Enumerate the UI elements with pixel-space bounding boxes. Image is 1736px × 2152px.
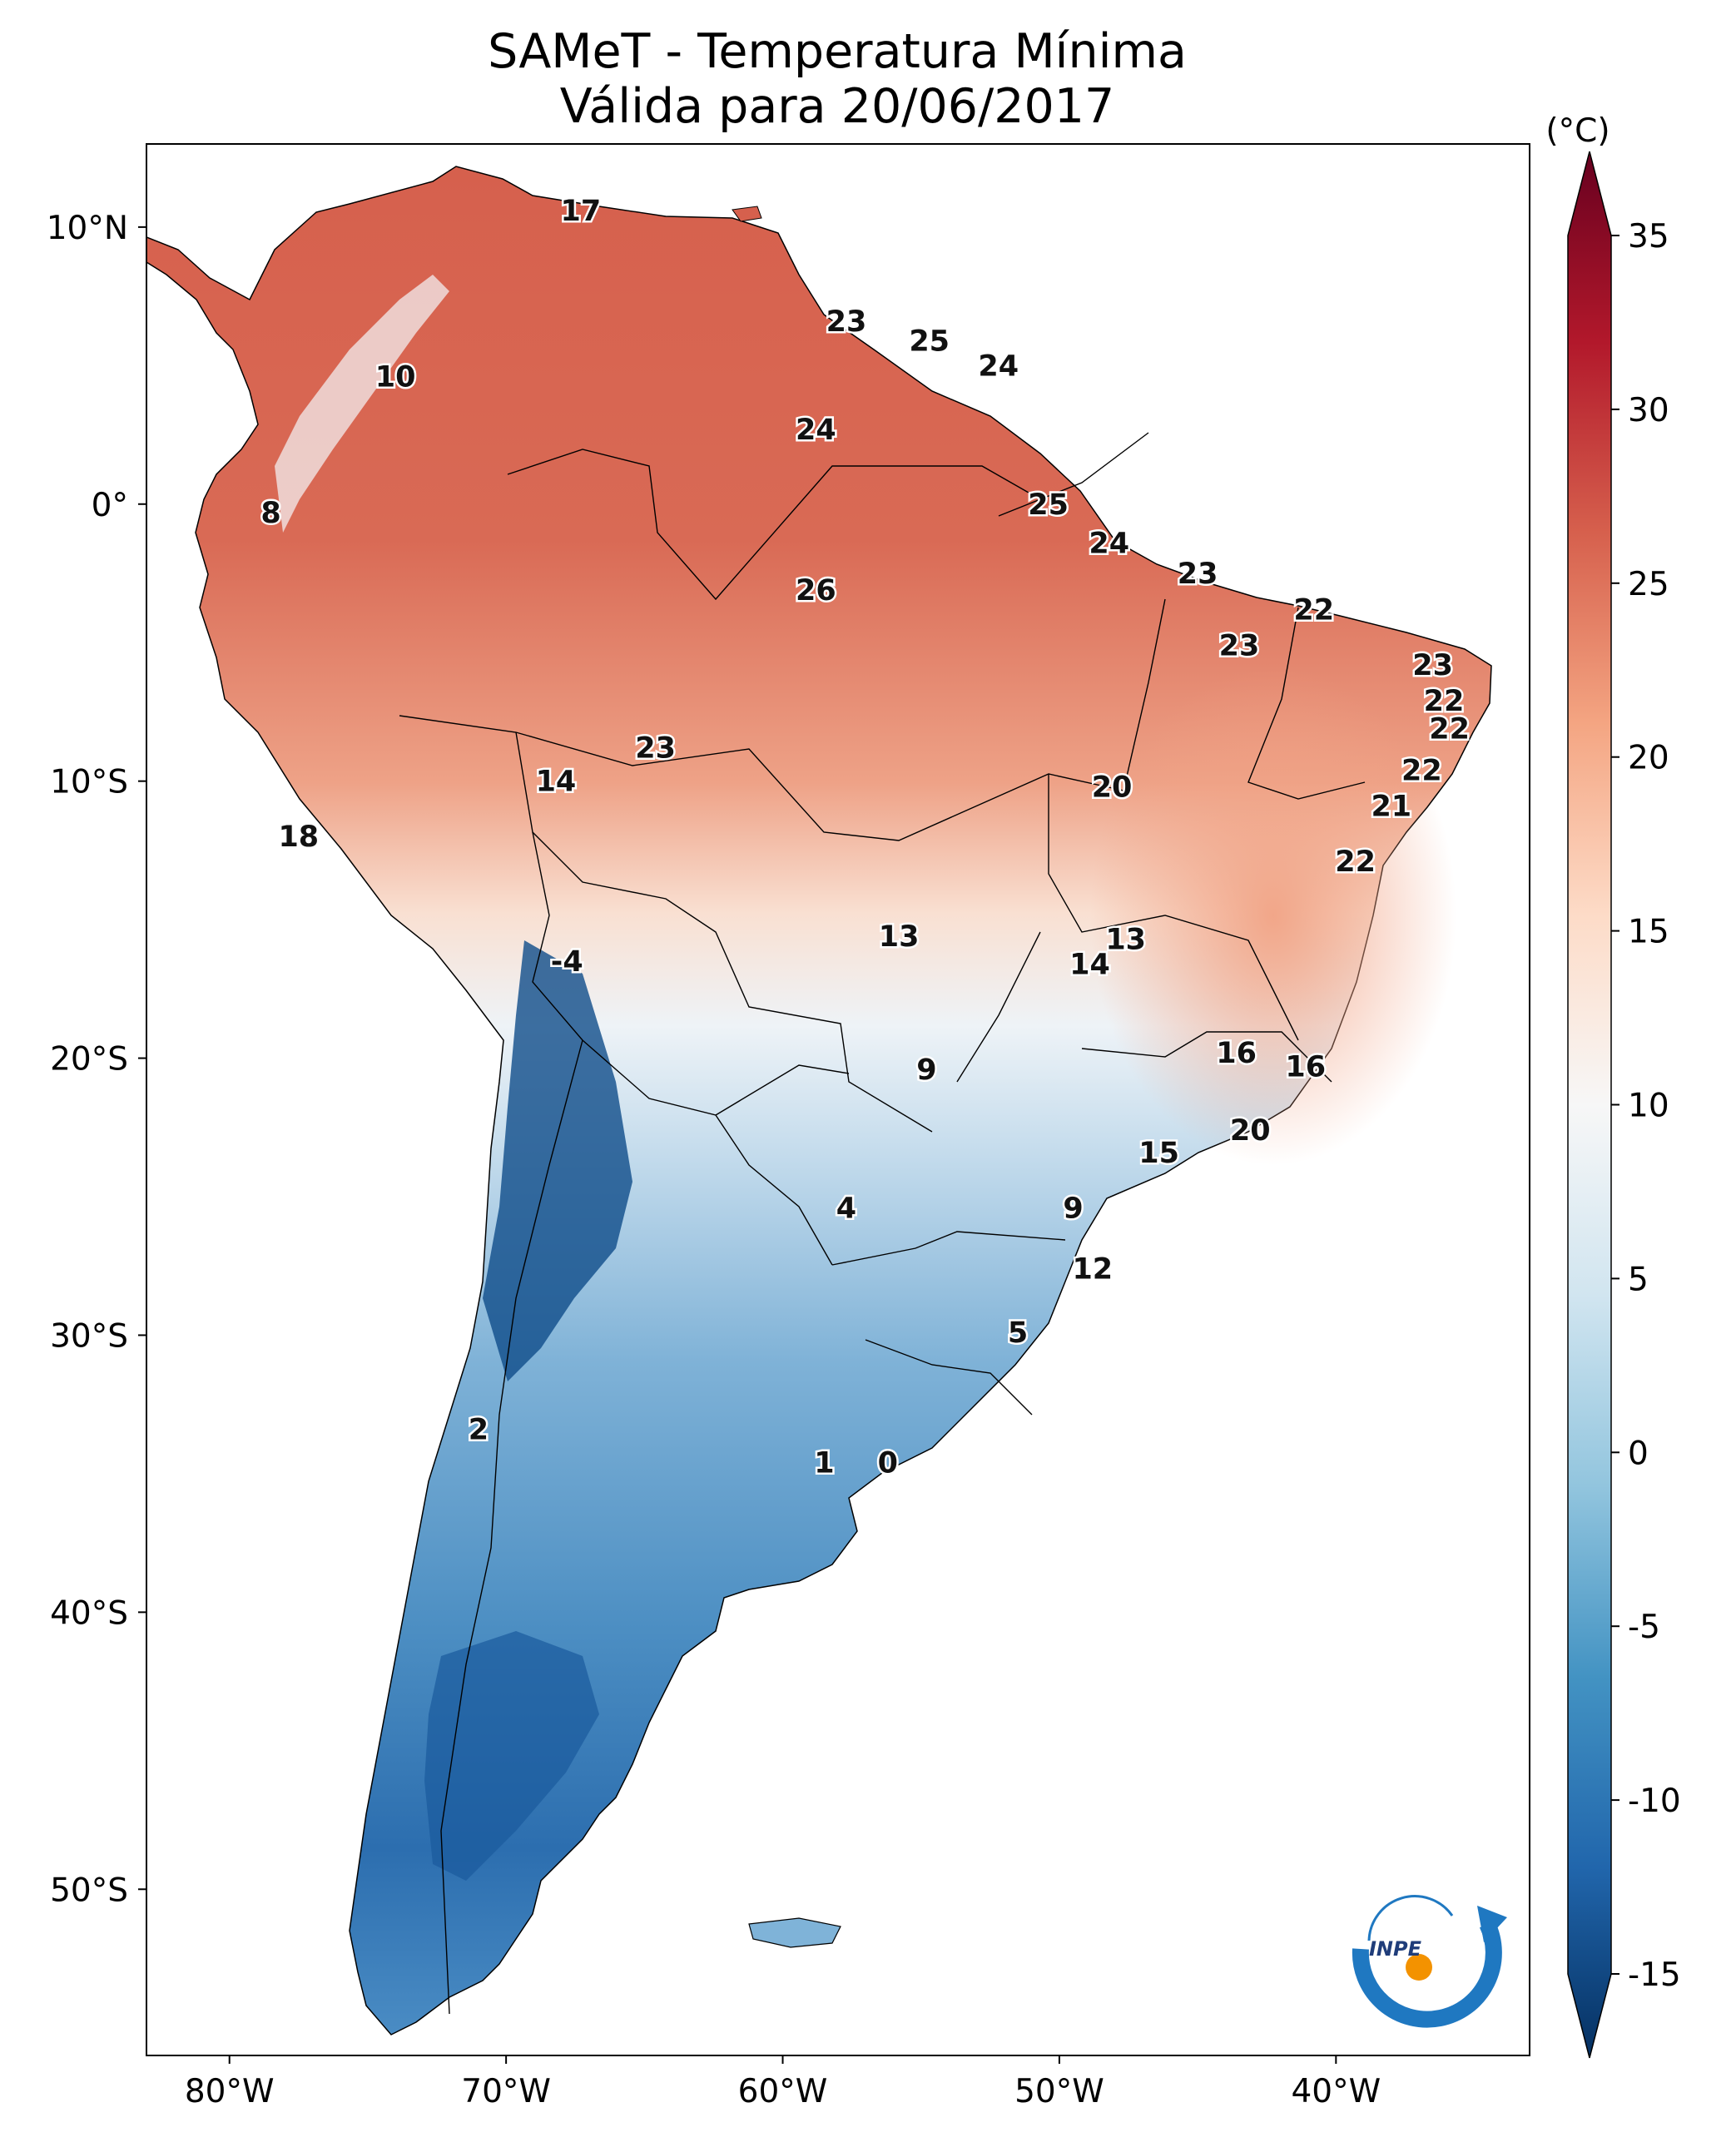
temperature-label: 8 bbox=[260, 497, 280, 530]
lon-label: 60°W bbox=[738, 2073, 828, 2110]
temperature-label: 23 bbox=[1412, 649, 1453, 682]
temperature-label: 22 bbox=[1401, 754, 1442, 787]
caribbean-islands bbox=[732, 206, 762, 222]
temperature-label: 5 bbox=[1008, 1316, 1028, 1350]
longitude-axis: 80°W 70°W 60°W 50°W 40°W bbox=[185, 2055, 1381, 2110]
colorbar-unit: (°C) bbox=[1545, 112, 1610, 150]
map-title-line-1: SAMeT - Temperatura Mínima bbox=[488, 24, 1187, 79]
colorbar-tick-label: -5 bbox=[1628, 1609, 1660, 1646]
inpe-logo: INPE bbox=[1352, 1895, 1507, 2028]
lon-label: 50°W bbox=[1014, 2073, 1104, 2110]
temperature-label: 9 bbox=[1063, 1192, 1083, 1225]
andes-north-cold bbox=[275, 275, 449, 533]
temperature-label: -4 bbox=[551, 945, 583, 979]
temperature-label: 14 bbox=[536, 766, 577, 799]
falkland-islands bbox=[748, 1917, 841, 1948]
colorbar-tick-label: -15 bbox=[1628, 1956, 1681, 1994]
temperature-label: 16 bbox=[1285, 1051, 1326, 1084]
temperature-label: 23 bbox=[635, 732, 676, 766]
map-title-line-2: Válida para 20/06/2017 bbox=[559, 79, 1115, 134]
colorbar-tick-label: 35 bbox=[1628, 218, 1669, 255]
colorbar-tick-label: 30 bbox=[1628, 392, 1669, 429]
lat-label: 20°S bbox=[50, 1041, 128, 1078]
temperature-label: 22 bbox=[1293, 593, 1334, 627]
map-area bbox=[146, 166, 1492, 2035]
temperature-label: 25 bbox=[909, 325, 950, 358]
temperature-label: 15 bbox=[1138, 1137, 1179, 1170]
logo-arc-icon bbox=[1352, 1920, 1502, 2028]
colorbar-tick-label: 0 bbox=[1628, 1435, 1649, 1472]
country-borders bbox=[399, 432, 1366, 2015]
temperature-label: 21 bbox=[1371, 791, 1411, 824]
temperature-label: 10 bbox=[375, 361, 416, 394]
lat-label: 10°N bbox=[47, 210, 128, 247]
colorbar-ticks: 35 30 25 20 15 10 5 0 -5 -10 -15 bbox=[1611, 218, 1681, 1994]
temperature-label: 24 bbox=[978, 350, 1019, 383]
logo-arrow-icon bbox=[1477, 1906, 1507, 1942]
lat-label: 40°S bbox=[50, 1594, 128, 1632]
temperature-label: 24 bbox=[1089, 527, 1129, 560]
temperature-label: 13 bbox=[879, 920, 920, 954]
colorbar: (°C) 35 30 25 20 15 10 5 0 -5 -10 -15 bbox=[1545, 112, 1681, 2059]
colorbar-tick-label: 25 bbox=[1628, 566, 1669, 603]
temperature-label: 20 bbox=[1092, 771, 1133, 804]
temperature-label: 4 bbox=[836, 1192, 856, 1225]
temperature-label: 22 bbox=[1335, 845, 1376, 879]
lon-label: 40°W bbox=[1291, 2073, 1381, 2110]
warm-anomaly-east bbox=[1090, 666, 1456, 1165]
lon-label: 70°W bbox=[461, 2073, 551, 2110]
lat-label: 10°S bbox=[50, 764, 128, 801]
temperature-label: 24 bbox=[796, 414, 836, 447]
temperature-label: 13 bbox=[1105, 923, 1146, 956]
latitude-axis: 10°N 0° 10°S 20°S 30°S 40°S 50°S bbox=[47, 210, 146, 1909]
logo-dot-icon bbox=[1406, 1954, 1432, 1981]
temperature-label: 23 bbox=[1219, 630, 1260, 663]
temperature-label: 22 bbox=[1424, 685, 1465, 718]
temperature-label: 20 bbox=[1230, 1114, 1271, 1148]
colorbar-tick-label: 10 bbox=[1628, 1088, 1669, 1125]
patagonia-cold bbox=[424, 1631, 599, 1881]
colorbar-tick-label: 20 bbox=[1628, 740, 1669, 777]
lat-label: 50°S bbox=[50, 1872, 128, 1909]
temperature-label: 18 bbox=[278, 821, 319, 854]
south-america-landmass bbox=[146, 166, 1492, 2035]
temperature-label: 2 bbox=[469, 1414, 489, 1447]
map-frame bbox=[146, 143, 1530, 2056]
logo-inner-arc-icon bbox=[1367, 1895, 1454, 1941]
lon-label: 80°W bbox=[185, 2073, 275, 2110]
temperature-label: 26 bbox=[796, 574, 836, 607]
temperature-label: 17 bbox=[561, 195, 602, 228]
temperature-label: 16 bbox=[1216, 1037, 1257, 1070]
lat-label: 30°S bbox=[50, 1317, 128, 1355]
colorbar-tick-label: 5 bbox=[1628, 1261, 1649, 1298]
temperature-label: 22 bbox=[1429, 712, 1470, 746]
colorbar-tick-label: -10 bbox=[1628, 1783, 1681, 1820]
temperature-label: 14 bbox=[1069, 948, 1110, 981]
temperature-label: 23 bbox=[826, 305, 867, 339]
temperature-label: 23 bbox=[1178, 558, 1218, 591]
colorbar-tick-label: 15 bbox=[1628, 914, 1669, 951]
temperature-label: 1 bbox=[814, 1447, 834, 1480]
temperature-label: 9 bbox=[916, 1054, 936, 1087]
temperature-label: 12 bbox=[1072, 1253, 1113, 1287]
colorbar-body bbox=[1567, 151, 1612, 2059]
lat-label: 0° bbox=[92, 487, 128, 524]
temperature-label: 0 bbox=[878, 1447, 898, 1480]
logo-text: INPE bbox=[1369, 1937, 1422, 1961]
temperature-label: 25 bbox=[1028, 488, 1069, 522]
